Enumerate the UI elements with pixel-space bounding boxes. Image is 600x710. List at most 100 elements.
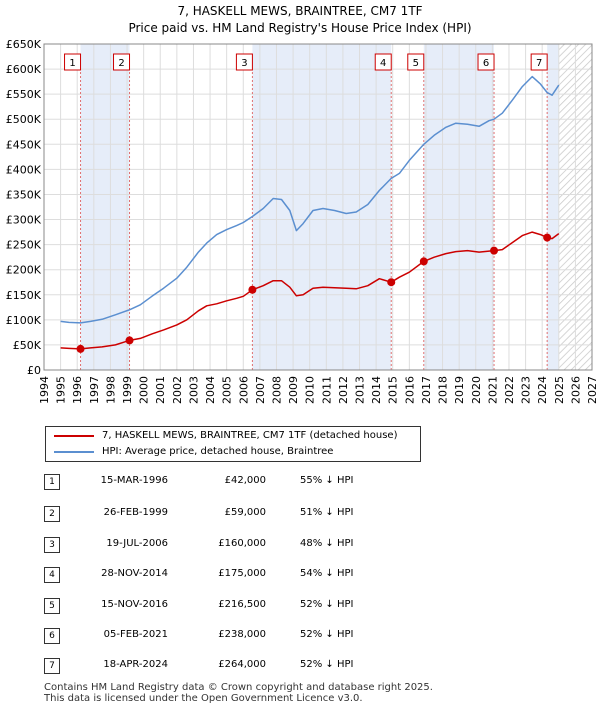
sale-point bbox=[419, 257, 428, 266]
legend-item-hpi: HPI: Average price, detached house, Brai… bbox=[54, 444, 333, 459]
sale-point bbox=[248, 285, 257, 294]
y-tick-label: £450K bbox=[6, 138, 42, 151]
x-tick-label: 2012 bbox=[337, 376, 350, 404]
legend-swatch-property bbox=[54, 434, 94, 437]
sale-number-badge: 5 bbox=[44, 598, 60, 614]
sale-number-box bbox=[407, 53, 425, 71]
sale-number-badge: 6 bbox=[44, 628, 60, 644]
x-tick-label: 2025 bbox=[553, 376, 566, 404]
x-tick-label: 2017 bbox=[420, 376, 433, 404]
sale-price: £42,000 bbox=[224, 475, 266, 486]
shaded-period bbox=[547, 44, 559, 370]
footer-copyright: Contains HM Land Registry data © Crown c… bbox=[44, 682, 433, 693]
x-tick-label: 1997 bbox=[88, 376, 101, 404]
sale-hpi-diff: 54% ↓ HPI bbox=[300, 568, 354, 579]
x-tick-label: 2007 bbox=[254, 376, 267, 404]
chart-title: 7, HASKELL MEWS, BRAINTREE, CM7 1TF Pric… bbox=[0, 0, 600, 37]
x-tick-label: 2023 bbox=[520, 376, 533, 404]
plot-frame bbox=[43, 43, 593, 371]
x-tick-label: 2009 bbox=[287, 376, 300, 404]
legend-label-property: 7, HASKELL MEWS, BRAINTREE, CM7 1TF (det… bbox=[102, 430, 398, 441]
legend-item-property: 7, HASKELL MEWS, BRAINTREE, CM7 1TF (det… bbox=[54, 428, 397, 443]
sale-point bbox=[543, 233, 552, 242]
x-tick-label: 2013 bbox=[354, 376, 367, 404]
y-tick-label: £200K bbox=[6, 264, 42, 277]
table-row: 4 28-NOV-2014 £175,000 54% ↓ HPI bbox=[44, 566, 444, 584]
sale-price: £175,000 bbox=[218, 568, 266, 579]
x-tick-label: 2016 bbox=[403, 376, 416, 404]
x-tick-label: 1995 bbox=[55, 376, 68, 404]
sale-date: 26-FEB-1999 bbox=[103, 507, 168, 518]
sale-price: £238,000 bbox=[218, 629, 266, 640]
legend-label-hpi: HPI: Average price, detached house, Brai… bbox=[102, 446, 334, 457]
x-tick-label: 2011 bbox=[320, 376, 333, 404]
x-tick-label: 2003 bbox=[187, 376, 200, 404]
sale-number-box bbox=[64, 53, 82, 71]
footer-licence: This data is licensed under the Open Gov… bbox=[44, 693, 363, 704]
x-tick-label: 2008 bbox=[270, 376, 283, 404]
sale-number-box bbox=[530, 53, 548, 71]
table-row: 7 18-APR-2024 £264,000 52% ↓ HPI bbox=[44, 657, 444, 675]
y-tick-label: £600K bbox=[6, 63, 42, 76]
y-tick-label: £100K bbox=[6, 314, 42, 327]
legend-swatch-hpi bbox=[54, 450, 94, 453]
x-tick-label: 1996 bbox=[71, 376, 84, 404]
sale-hpi-diff: 48% ↓ HPI bbox=[300, 538, 354, 549]
sale-date: 19-JUL-2006 bbox=[106, 538, 168, 549]
y-tick-label: £150K bbox=[6, 289, 42, 302]
sale-date: 05-FEB-2021 bbox=[103, 629, 168, 640]
shaded-period bbox=[80, 44, 130, 370]
sale-point bbox=[76, 344, 85, 353]
x-tick-label: 2021 bbox=[486, 376, 499, 404]
title-line-1: 7, HASKELL MEWS, BRAINTREE, CM7 1TF bbox=[177, 4, 423, 18]
y-tick-label: £300K bbox=[6, 214, 42, 227]
sale-hpi-diff: 52% ↓ HPI bbox=[300, 599, 354, 610]
x-tick-label: 2019 bbox=[453, 376, 466, 404]
table-row: 5 15-NOV-2016 £216,500 52% ↓ HPI bbox=[44, 597, 444, 615]
sale-number-box bbox=[235, 53, 253, 71]
sale-number-box bbox=[477, 53, 495, 71]
sale-price: £59,000 bbox=[224, 507, 266, 518]
x-tick-label: 2010 bbox=[304, 376, 317, 404]
y-tick-label: £500K bbox=[6, 113, 42, 126]
y-tick-label: £0 bbox=[27, 364, 41, 377]
sale-number-label: 7 bbox=[536, 58, 542, 69]
sale-number-box bbox=[113, 53, 131, 71]
sale-price: £160,000 bbox=[218, 538, 266, 549]
sale-price: £264,000 bbox=[218, 659, 266, 670]
x-tick-label: 2005 bbox=[221, 376, 234, 404]
sale-point bbox=[125, 336, 134, 345]
y-tick-label: £350K bbox=[6, 188, 42, 201]
x-tick-label: 2015 bbox=[387, 376, 400, 404]
table-row: 2 26-FEB-1999 £59,000 51% ↓ HPI bbox=[44, 505, 444, 523]
x-tick-label: 2014 bbox=[370, 376, 383, 404]
table-row: 1 15-MAR-1996 £42,000 55% ↓ HPI bbox=[44, 473, 444, 491]
sale-date: 18-APR-2024 bbox=[103, 659, 168, 670]
x-tick-label: 2020 bbox=[470, 376, 483, 404]
x-tick-label: 1998 bbox=[104, 376, 117, 404]
sale-number-box bbox=[374, 53, 392, 71]
sale-hpi-diff: 52% ↓ HPI bbox=[300, 629, 354, 640]
attribution-footer: Contains HM Land Registry data © Crown c… bbox=[44, 682, 433, 704]
sale-number-label: 5 bbox=[413, 58, 419, 69]
x-tick-label: 2026 bbox=[569, 376, 582, 404]
sale-number-badge: 3 bbox=[44, 537, 60, 553]
sale-number-badge: 1 bbox=[44, 474, 60, 490]
sale-date: 15-MAR-1996 bbox=[100, 475, 168, 486]
x-tick-label: 2022 bbox=[503, 376, 516, 404]
table-row: 6 05-FEB-2021 £238,000 52% ↓ HPI bbox=[44, 627, 444, 645]
sale-number-badge: 2 bbox=[44, 506, 60, 522]
y-tick-label: £400K bbox=[6, 163, 42, 176]
x-tick-label: 2002 bbox=[171, 376, 184, 404]
y-tick-label: £550K bbox=[6, 88, 42, 101]
sale-number-badge: 7 bbox=[44, 658, 60, 674]
sale-number-label: 6 bbox=[483, 58, 489, 69]
sale-date: 28-NOV-2014 bbox=[101, 568, 168, 579]
x-tick-label: 2018 bbox=[437, 376, 450, 404]
sale-point bbox=[490, 246, 499, 255]
sale-hpi-diff: 51% ↓ HPI bbox=[300, 507, 354, 518]
y-tick-label: £650K bbox=[6, 38, 42, 51]
sale-number-label: 2 bbox=[118, 58, 124, 69]
sale-number-badge: 4 bbox=[44, 567, 60, 583]
x-tick-label: 2006 bbox=[237, 376, 250, 404]
